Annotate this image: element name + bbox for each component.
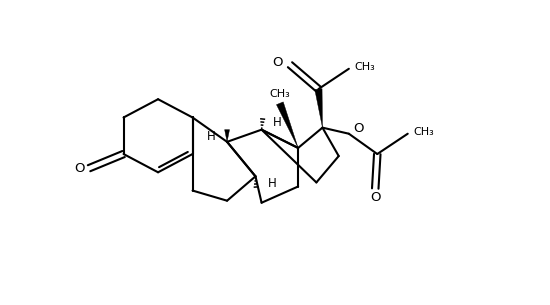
Text: H: H (273, 116, 282, 129)
Text: CH₃: CH₃ (270, 89, 290, 99)
Text: O: O (272, 56, 283, 69)
Text: H: H (207, 131, 216, 143)
Text: H: H (268, 177, 277, 190)
Text: O: O (353, 122, 364, 135)
Polygon shape (224, 130, 229, 142)
Text: CH₃: CH₃ (414, 127, 435, 137)
Polygon shape (315, 89, 322, 127)
Text: O: O (370, 191, 381, 204)
Text: CH₃: CH₃ (355, 62, 376, 72)
Text: O: O (74, 162, 85, 175)
Polygon shape (277, 102, 298, 148)
